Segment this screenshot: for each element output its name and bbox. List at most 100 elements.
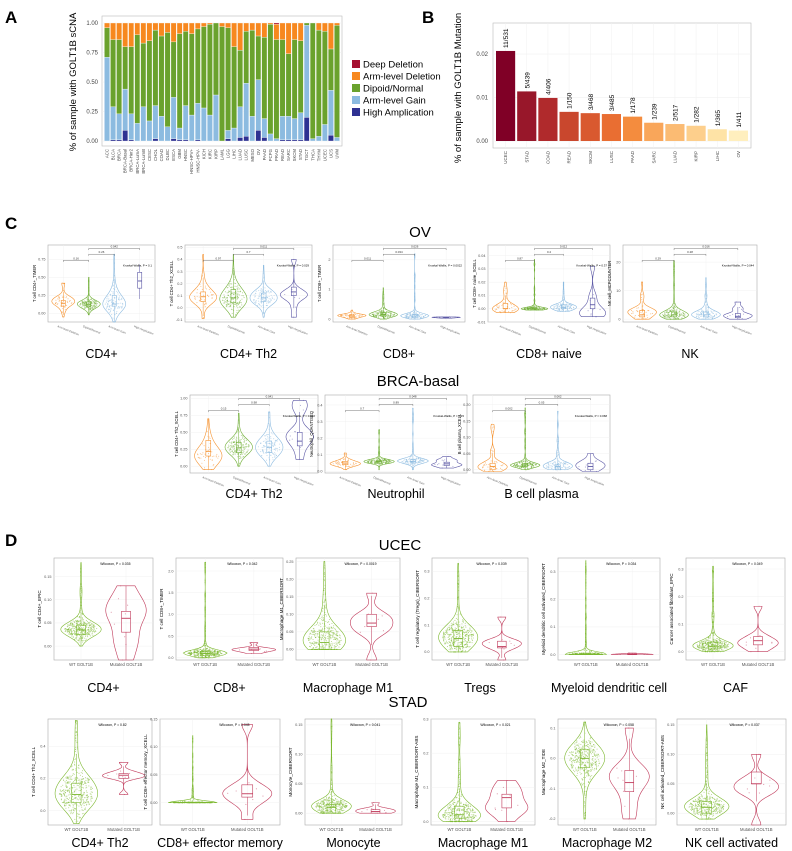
data-point (313, 628, 315, 630)
data-point (642, 309, 644, 311)
bar-segment-dipoid-normal (225, 27, 231, 131)
data-point (320, 623, 322, 625)
data-point (677, 315, 679, 317)
data-point (335, 642, 337, 644)
x-tick-label: UCEC (322, 149, 327, 161)
data-point (204, 615, 206, 617)
data-point (272, 297, 274, 300)
y-axis-label: T cell CD4+_EPIC (37, 590, 42, 628)
data-point (696, 315, 698, 317)
data-point (72, 623, 74, 625)
comparison-p-value: 0.98 (251, 400, 257, 404)
data-point (260, 288, 262, 290)
data-point (222, 297, 224, 299)
data-point (72, 632, 74, 635)
data-point (414, 464, 416, 466)
data-point (444, 638, 446, 640)
data-point (291, 438, 293, 440)
data-point (533, 299, 535, 302)
data-point (215, 456, 217, 458)
data-point (702, 309, 704, 311)
data-point (374, 313, 376, 315)
data-point (669, 310, 672, 312)
data-point (238, 304, 240, 306)
x-tick-label: Diploid/Normal (377, 324, 396, 335)
data-point (214, 651, 216, 653)
data-point (117, 598, 120, 600)
x-tick-label: PRAD (274, 149, 279, 161)
bar-segment-dipoid-normal (334, 25, 340, 138)
data-point (293, 258, 295, 260)
data-point (590, 313, 592, 315)
data-point (698, 310, 700, 312)
data-point (234, 282, 236, 284)
x-tick-label: Diploid/Normal (82, 324, 101, 335)
data-point (415, 312, 417, 314)
data-point (378, 315, 380, 317)
legend-label: Arm-level Deletion (363, 72, 441, 83)
data-point (641, 293, 643, 295)
data-point (418, 461, 420, 463)
data-point (227, 294, 229, 297)
data-point (322, 594, 324, 596)
bar-segment-dipoid-normal (297, 40, 304, 113)
data-point (349, 465, 351, 468)
data-point (210, 650, 212, 652)
data-point (496, 308, 498, 310)
bar-data-label: 3/485 (609, 94, 616, 111)
bar-segment-dipoid-normal (170, 41, 177, 98)
data-point (524, 422, 526, 424)
bar-segment-dipoid-normal (158, 35, 165, 117)
data-point (528, 461, 530, 464)
bar-segment-dipoid-normal (213, 22, 219, 96)
bar-segment-dipoid-normal (122, 46, 128, 90)
y-axis-label: T cell CD8+ naive_XCELL (472, 258, 477, 307)
bar-data-label: 5/439 (524, 72, 531, 89)
data-point (238, 309, 240, 311)
data-point (118, 299, 120, 301)
data-point (314, 632, 317, 634)
data-point (570, 304, 572, 306)
data-point (321, 645, 323, 647)
section-title-stad: STAD (389, 694, 428, 711)
data-point (403, 459, 405, 461)
data-point (712, 316, 714, 318)
data-point (204, 628, 206, 630)
data-point (339, 643, 341, 646)
data-point (262, 290, 264, 292)
data-point (243, 455, 245, 458)
data-point (528, 309, 530, 311)
data-point (237, 444, 239, 446)
data-point (672, 318, 674, 320)
data-point (116, 310, 118, 313)
data-point (324, 572, 326, 574)
data-point (270, 294, 272, 297)
data-point (310, 633, 312, 635)
data-point (356, 314, 358, 316)
data-point (738, 318, 740, 320)
data-point (451, 639, 453, 641)
y-tick-label: -0.01 (477, 320, 486, 324)
data-point (531, 463, 533, 465)
data-point (388, 460, 390, 462)
data-point (710, 315, 712, 317)
data-point (93, 627, 95, 629)
data-point (104, 303, 106, 305)
comparison-bracket (673, 248, 739, 250)
data-point (330, 640, 333, 643)
data-point (413, 464, 415, 466)
data-point (240, 434, 242, 436)
stat-label: Kruskal-Wallis, P = 0.029 (277, 264, 310, 268)
data-point (86, 306, 88, 309)
data-point (647, 310, 649, 312)
data-point (238, 301, 240, 303)
data-point (383, 461, 385, 463)
data-point (315, 641, 317, 643)
data-point (96, 302, 98, 305)
data-point (84, 305, 86, 307)
data-point (242, 295, 244, 297)
data-point (255, 300, 257, 302)
data-point (228, 444, 230, 446)
data-point (196, 289, 198, 291)
data-point (206, 656, 208, 658)
